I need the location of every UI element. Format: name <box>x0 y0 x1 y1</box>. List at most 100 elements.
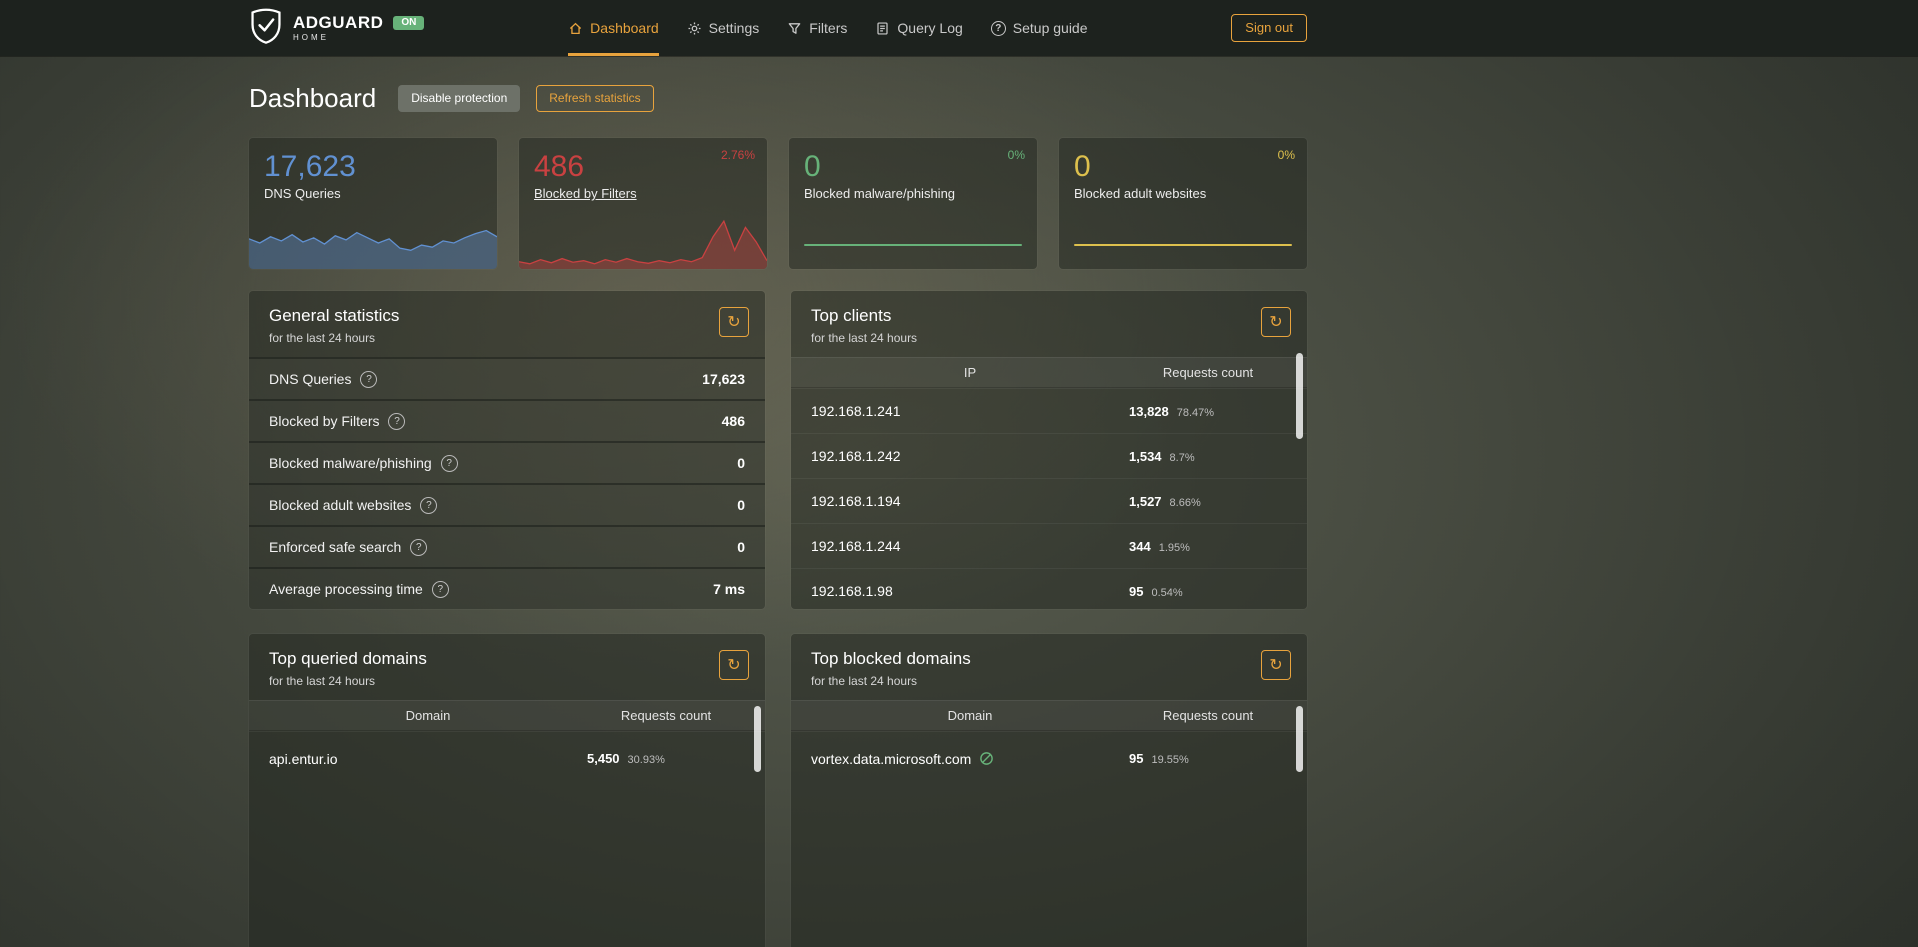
stat-label: Blocked adult websites <box>1074 186 1207 201</box>
panel-top-blocked-domains: Top blocked domains for the last 24 hour… <box>791 634 1307 947</box>
brand-sub: HOME <box>293 33 329 42</box>
column-header-requests-count: Requests count <box>620 708 712 723</box>
stat-card-blocked-adult: 0% 0 Blocked adult websites <box>1059 138 1307 269</box>
panel-title: General statistics <box>269 306 400 325</box>
nav-label: Filters <box>809 20 848 36</box>
panel-top-queried-domains: Top queried domains for the last 24 hour… <box>249 634 765 947</box>
stat-value: 486 <box>534 150 585 183</box>
help-icon[interactable]: ? <box>360 370 378 388</box>
help-icon[interactable]: ? <box>388 412 406 430</box>
stat-row-label: DNS Queries <box>269 371 352 387</box>
home-icon <box>568 21 583 36</box>
panel-subtitle: for the last 24 hours <box>269 331 376 345</box>
stat-delta: 2.76% <box>720 148 755 162</box>
request-percent: 78.47% <box>1176 406 1215 419</box>
stat-row: Blocked malware/phishing? 0 <box>249 441 765 483</box>
scrollbar-thumb[interactable] <box>754 706 761 772</box>
main-nav: Dashboard Settings Filters Query Log <box>568 0 1088 56</box>
help-icon[interactable]: ? <box>431 580 449 598</box>
request-count: 95 <box>1129 583 1144 599</box>
domain-row: api.entur.io 5,450 30.93% <box>249 731 765 785</box>
help-icon[interactable]: ? <box>420 496 438 514</box>
help-circle-icon: ? <box>990 20 1006 36</box>
stat-label: Blocked malware/phishing <box>804 186 956 201</box>
request-percent: 8.7% <box>1169 451 1195 464</box>
stat-card-blocked-malware: 0% 0 Blocked malware/phishing <box>789 138 1037 269</box>
refresh-statistics-button[interactable]: Refresh statistics <box>536 85 654 112</box>
page-title: Dashboard <box>249 83 377 113</box>
stat-row-label: Blocked by Filters <box>269 413 380 429</box>
panel-general-statistics: General statistics for the last 24 hours… <box>249 291 765 609</box>
nav-label: Query Log <box>897 20 963 36</box>
refresh-button[interactable]: ↻ <box>719 307 749 337</box>
request-count: 13,828 <box>1129 403 1169 419</box>
sign-out-button[interactable]: Sign out <box>1231 14 1307 42</box>
stat-card-dns-queries: 17,623 DNS Queries <box>249 138 497 269</box>
panel-subtitle: for the last 24 hours <box>811 331 918 345</box>
request-count: 5,450 <box>587 751 620 766</box>
request-percent: 19.55% <box>1151 754 1189 766</box>
nav-item-filters[interactable]: Filters <box>787 0 847 56</box>
request-percent: 8.66% <box>1169 496 1201 509</box>
stat-row-label: Enforced safe search <box>269 539 402 555</box>
stat-value: 0 <box>804 150 821 183</box>
nav-label: Setup guide <box>1012 20 1088 36</box>
panel-subtitle: for the last 24 hours <box>811 674 918 688</box>
stat-cards-row: 17,623 DNS Queries 2.76% 486 Blocked by … <box>249 138 1307 269</box>
client-ip: 192.168.1.98 <box>811 583 893 599</box>
client-row: 192.168.1.244 344 1.95% <box>791 523 1307 568</box>
stat-row-value: 7 ms <box>713 581 745 597</box>
panel-title: Top clients <box>811 306 892 325</box>
client-row: 192.168.1.242 1,534 8.7% <box>791 433 1307 478</box>
request-count: 95 <box>1129 751 1144 766</box>
nav-item-query-log[interactable]: Query Log <box>875 0 963 56</box>
help-icon[interactable]: ? <box>440 454 458 472</box>
brand-name: ADGUARD <box>293 13 384 32</box>
blocked-by-filters-sparkline <box>519 217 767 269</box>
stat-delta: 0% <box>1007 148 1025 162</box>
disable-protection-button[interactable]: Disable protection <box>398 85 521 112</box>
document-icon <box>875 21 890 36</box>
nav-item-settings[interactable]: Settings <box>687 0 759 56</box>
client-ip: 192.168.1.242 <box>811 448 901 464</box>
middle-panels-row: General statistics for the last 24 hours… <box>249 291 1307 609</box>
refresh-button[interactable]: ↻ <box>1261 650 1291 680</box>
domain-name: api.entur.io <box>269 750 338 767</box>
stat-label: DNS Queries <box>264 186 341 201</box>
client-ip: 192.168.1.194 <box>811 493 901 509</box>
zero-line <box>804 244 1022 246</box>
client-ip: 192.168.1.244 <box>811 538 901 554</box>
request-count: 1,527 <box>1129 493 1162 509</box>
nav-item-dashboard[interactable]: Dashboard <box>568 0 659 56</box>
request-count: 344 <box>1129 538 1151 554</box>
shield-logo-icon <box>249 7 283 50</box>
stat-delta: 0% <box>1277 148 1295 162</box>
help-icon[interactable]: ? <box>410 538 428 556</box>
request-percent: 1.95% <box>1158 541 1190 554</box>
panel-title: Top queried domains <box>269 649 427 668</box>
stat-row-label: Blocked malware/phishing <box>269 455 432 471</box>
scrollbar-thumb[interactable] <box>1296 706 1303 772</box>
stat-row-label: Blocked adult websites <box>269 497 412 513</box>
table-header: IP Requests count <box>791 357 1307 388</box>
column-header-domain: Domain <box>405 708 451 723</box>
column-header-ip: IP <box>963 365 977 380</box>
blocked-by-filters-link[interactable]: Blocked by Filters <box>534 186 637 201</box>
scrollbar-thumb[interactable] <box>1296 353 1303 439</box>
bottom-panels-row: Top queried domains for the last 24 hour… <box>249 634 1307 947</box>
column-header-domain: Domain <box>947 708 993 723</box>
panel-top-clients: Top clients for the last 24 hours ↻ IP R… <box>791 291 1307 609</box>
nav-item-setup-guide[interactable]: ? Setup guide <box>990 0 1088 56</box>
refresh-button[interactable]: ↻ <box>1261 307 1291 337</box>
client-row: 192.168.1.194 1,527 8.66% <box>791 478 1307 523</box>
unblock-icon[interactable] <box>979 751 994 766</box>
stat-row-value: 17,623 <box>702 371 745 387</box>
stat-row: DNS Queries? 17,623 <box>249 357 765 399</box>
stat-value: 0 <box>1074 150 1091 183</box>
stat-row: Average processing time? 7 ms <box>249 567 765 609</box>
gear-icon <box>687 21 702 36</box>
client-row: 192.168.1.98 95 0.54% <box>791 568 1307 609</box>
refresh-button[interactable]: ↻ <box>719 650 749 680</box>
table-header: Domain Requests count <box>791 700 1307 731</box>
filter-funnel-icon <box>787 21 802 36</box>
